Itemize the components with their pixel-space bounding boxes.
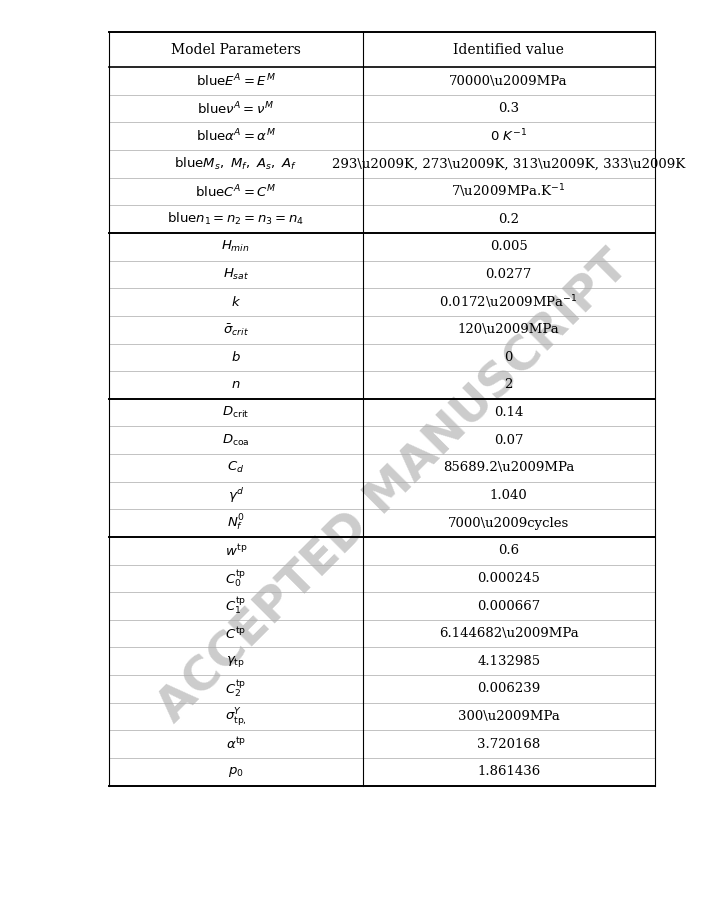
Text: 300\u2009MPa: 300\u2009MPa	[458, 710, 560, 723]
Text: 0.0277: 0.0277	[486, 268, 532, 281]
Text: ACCEPTED MANUSCRIPT: ACCEPTED MANUSCRIPT	[150, 244, 639, 732]
Text: $\gamma_{\mathrm{tp}}$: $\gamma_{\mathrm{tp}}$	[227, 654, 245, 669]
Text: 4.132985: 4.132985	[477, 655, 540, 668]
Text: 0.2: 0.2	[498, 213, 519, 226]
Text: 0.07: 0.07	[494, 434, 523, 447]
Text: 2: 2	[505, 379, 513, 391]
Text: $\sigma_{\mathrm{tp},}^{Y}$: $\sigma_{\mathrm{tp},}^{Y}$	[225, 705, 247, 728]
Text: 0.005: 0.005	[490, 240, 527, 253]
Text: $C_1^{\mathrm{tp}}$: $C_1^{\mathrm{tp}}$	[225, 596, 246, 616]
Text: $C^{\mathrm{tp}}$: $C^{\mathrm{tp}}$	[225, 626, 246, 641]
Text: 0.006239: 0.006239	[477, 682, 540, 695]
Text: 3.720168: 3.720168	[477, 738, 540, 751]
Text: 0: 0	[505, 351, 513, 364]
Text: $b$: $b$	[231, 350, 241, 365]
Text: 0.6: 0.6	[498, 544, 520, 557]
Text: 0.14: 0.14	[494, 406, 523, 419]
Text: 1.861436: 1.861436	[477, 765, 540, 778]
Text: 0.3: 0.3	[498, 102, 520, 115]
Text: 0.000667: 0.000667	[477, 600, 540, 612]
Text: $p_0$: $p_0$	[228, 764, 244, 779]
Text: $w^{\mathrm{tp}}$: $w^{\mathrm{tp}}$	[225, 543, 247, 558]
Text: $k$: $k$	[231, 295, 241, 309]
Text: $H_{sat}$: $H_{sat}$	[222, 267, 249, 282]
Text: $\gamma^d$: $\gamma^d$	[227, 486, 244, 505]
Text: 0.0172\u2009MPa$^{-1}$: 0.0172\u2009MPa$^{-1}$	[439, 293, 578, 311]
Text: 120\u2009MPa: 120\u2009MPa	[458, 323, 560, 336]
Text: 7\u2009MPa.K$^{-1}$: 7\u2009MPa.K$^{-1}$	[451, 182, 566, 201]
Text: $n$: $n$	[231, 379, 241, 391]
Text: $\mathrm{blue}n_1 = n_2 = n_3 = n_4$: $\mathrm{blue}n_1 = n_2 = n_3 = n_4$	[168, 211, 304, 227]
Text: 70000\u2009MPa: 70000\u2009MPa	[449, 75, 568, 87]
Text: Model Parameters: Model Parameters	[171, 42, 301, 57]
Text: 1.040: 1.040	[490, 489, 527, 502]
Text: $\mathrm{blue}\nu^A = \nu^M$: $\mathrm{blue}\nu^A = \nu^M$	[197, 100, 275, 117]
Text: $0\ K^{-1}$: $0\ K^{-1}$	[490, 128, 527, 145]
Text: 85689.2\u2009MPa: 85689.2\u2009MPa	[443, 461, 574, 474]
Text: $C_2^{\mathrm{tp}}$: $C_2^{\mathrm{tp}}$	[225, 679, 246, 699]
Text: Identified value: Identified value	[453, 42, 564, 57]
Text: $\alpha^{\mathrm{tp}}$: $\alpha^{\mathrm{tp}}$	[226, 737, 246, 752]
Text: 293\u2009K, 273\u2009K, 313\u2009K, 333\u2009K: 293\u2009K, 273\u2009K, 313\u2009K, 333\…	[332, 157, 685, 170]
Text: 6.144682\u2009MPa: 6.144682\u2009MPa	[439, 627, 579, 640]
Text: $D_{\mathrm{coa}}$: $D_{\mathrm{coa}}$	[222, 433, 250, 448]
Text: $D_{\mathrm{crit}}$: $D_{\mathrm{crit}}$	[222, 405, 249, 420]
Text: $H_{min}$: $H_{min}$	[222, 239, 250, 254]
Text: $C_0^{\mathrm{tp}}$: $C_0^{\mathrm{tp}}$	[225, 568, 246, 589]
Text: $\mathrm{blue}\alpha^A = \alpha^M$: $\mathrm{blue}\alpha^A = \alpha^M$	[196, 128, 276, 145]
Text: $\mathrm{blue}C^A = C^M$: $\mathrm{blue}C^A = C^M$	[195, 183, 277, 200]
Text: $\bar{\sigma}_{crit}$: $\bar{\sigma}_{crit}$	[223, 321, 249, 338]
Text: $\mathrm{blue}E^A = E^M$: $\mathrm{blue}E^A = E^M$	[196, 73, 276, 89]
Text: $N_f^0$: $N_f^0$	[227, 513, 245, 533]
Text: 0.000245: 0.000245	[477, 572, 540, 585]
Text: $C_d$: $C_d$	[227, 460, 244, 475]
Text: $\mathrm{blue}M_s,\ M_f,\ A_s,\ A_f$: $\mathrm{blue}M_s,\ M_f,\ A_s,\ A_f$	[174, 156, 298, 172]
Text: 7000\u2009cycles: 7000\u2009cycles	[448, 517, 570, 530]
